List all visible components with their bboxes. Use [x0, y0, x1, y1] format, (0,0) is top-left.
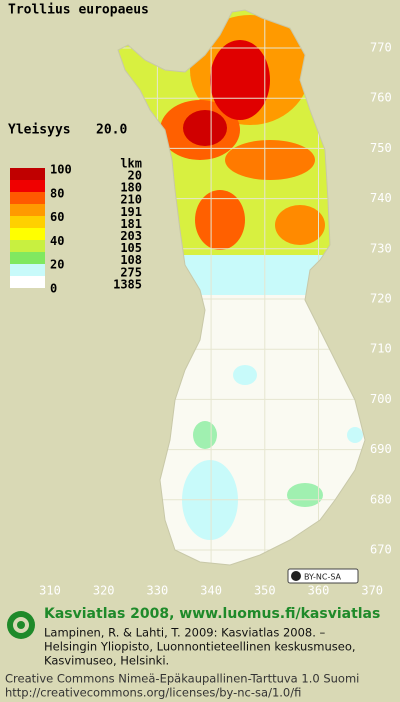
legend-level: 60: [50, 210, 64, 224]
east-label: 310: [39, 584, 61, 598]
legend-swatch: [10, 252, 45, 264]
east-label: 340: [200, 584, 222, 598]
north-label: 710: [370, 342, 392, 356]
logo-core: [17, 621, 25, 629]
range-cyan: [180, 255, 330, 295]
badge-icon: [291, 571, 301, 581]
citation-line: Kasvimuseo, Helsinki.: [44, 654, 169, 668]
range-orange: [275, 205, 325, 245]
north-label: 750: [370, 141, 392, 155]
cc-badge: BY-NC-SA: [287, 568, 359, 584]
east-label: 370: [361, 584, 383, 598]
north-label: 760: [370, 91, 392, 105]
map-title: Trollius europaeus: [8, 3, 149, 18]
east-label: 330: [147, 584, 169, 598]
legend-count: 108: [120, 253, 142, 267]
footer-heading: Kasviatlas 2008, www.luomus.fi/kasviatla…: [44, 606, 380, 622]
range-cyan: [287, 483, 323, 507]
license-line: Creative Commons Nimeä-Epäkaupallinen-Ta…: [5, 672, 359, 686]
legend-count: 105: [120, 241, 142, 255]
legend-level: 100: [50, 163, 72, 177]
frequency-label: Yleisyys: [8, 123, 71, 138]
north-label: 770: [370, 41, 392, 55]
range-orange: [195, 190, 245, 250]
license-line: http://creativecommons.org/licenses/by-n…: [5, 686, 301, 700]
logo: [7, 611, 35, 639]
legend-count: 1385: [113, 277, 142, 291]
legend-count: 275: [120, 265, 142, 279]
legend-swatch: [10, 264, 45, 276]
range-orange: [225, 140, 315, 180]
legend-swatch: [10, 216, 45, 228]
frequency-value: 20.0: [96, 123, 127, 138]
north-label: 720: [370, 292, 392, 306]
east-label: 350: [254, 584, 276, 598]
range-cyan: [193, 421, 217, 449]
legend-swatch: [10, 276, 45, 288]
legend-count: 20: [128, 169, 142, 183]
east-label: 320: [93, 584, 115, 598]
legend-swatch: [10, 204, 45, 216]
legend-count: 180: [120, 181, 142, 195]
legend-swatch: [10, 192, 45, 204]
badge-frame: [287, 568, 359, 584]
legend-level: 40: [50, 234, 64, 248]
north-label: 680: [370, 492, 392, 506]
north-label: 700: [370, 392, 392, 406]
range-red: [210, 40, 270, 120]
north-label: 730: [370, 241, 392, 255]
range-cyan: [233, 365, 257, 385]
range-red: [183, 110, 227, 146]
legend-count: 191: [120, 205, 142, 219]
legend-swatch: [10, 228, 45, 240]
east-label: 360: [308, 584, 330, 598]
badge-text: BY-NC-SA: [304, 573, 342, 582]
legend-swatch: [10, 240, 45, 252]
north-label: 690: [370, 442, 392, 456]
legend-count: 203: [120, 229, 142, 243]
range-cyan: [347, 427, 363, 443]
legend: 100806040200lkm2018021019118120310510827…: [10, 157, 142, 296]
citation-line: Lampinen, R. & Lahti, T. 2009: Kasviatla…: [44, 626, 326, 640]
legend-swatch: [10, 180, 45, 192]
legend-count: 181: [120, 217, 142, 231]
labels: Trollius europaeus Yleisyys 20.0 770 760 750 7…: [5, 3, 392, 700]
citation-line: Helsingin Yliopisto, Luonnontieteellinen…: [44, 640, 356, 654]
count-header: lkm: [120, 157, 142, 171]
legend-level: 80: [50, 186, 64, 200]
north-label: 670: [370, 543, 392, 557]
legend-swatch: [10, 168, 45, 180]
legend-level: 0: [50, 282, 57, 296]
north-label: 740: [370, 191, 392, 205]
legend-count: 210: [120, 193, 142, 207]
legend-level: 20: [50, 258, 64, 272]
